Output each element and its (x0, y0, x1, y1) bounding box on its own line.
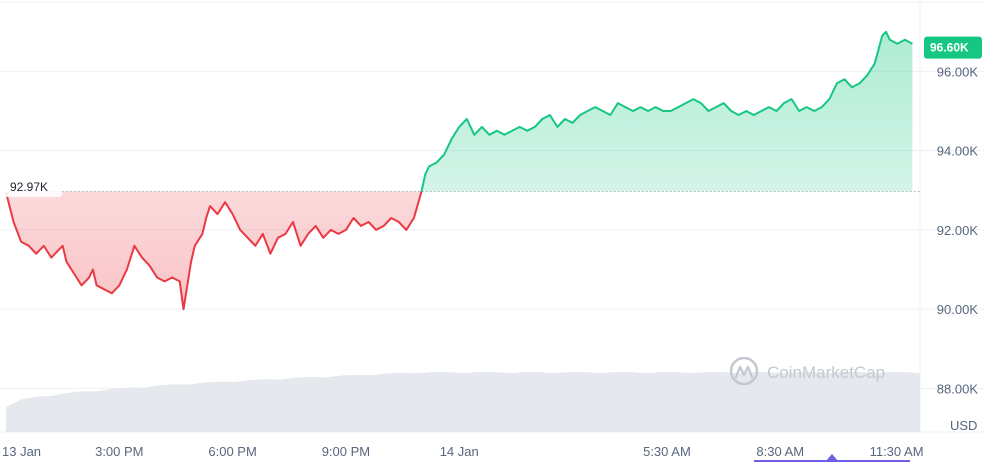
coinmarketcap-watermark: CoinMarketCap (729, 356, 885, 386)
y-axis: 88.00K 90.00K 92.00K 94.00K 96.00K (937, 64, 979, 396)
last-price-text: 96.60K (930, 41, 969, 55)
x-tick-label: 5:30 AM (643, 444, 691, 459)
price-line-above-open (420, 30, 913, 192)
scroll-handle-icon[interactable] (826, 454, 838, 461)
last-price-tag[interactable]: 96.60K (924, 36, 982, 59)
y-tick-label: 88.00K (937, 381, 979, 396)
x-tick-label: 8:30 AM (756, 444, 804, 459)
coinmarketcap-logo-icon (729, 356, 759, 386)
price-area-below-open (6, 191, 913, 310)
price-area-above-open (421, 31, 913, 192)
volume-area (6, 372, 920, 432)
y-axis-unit: USD (950, 418, 977, 433)
open-price-text: 92.97K (10, 180, 48, 194)
x-tick-label: 6:00 PM (208, 444, 256, 459)
x-axis: 13 Jan 3:00 PM 6:00 PM 9:00 PM 14 Jan 5:30 AM… (2, 444, 924, 459)
x-tick-label: 11:30 AM (870, 444, 924, 459)
x-tick-label: 3:00 PM (95, 444, 143, 459)
open-price-label: 92.97K (4, 177, 62, 197)
price-line-below-open (5, 191, 423, 311)
y-tick-label: 92.00K (937, 223, 979, 238)
x-tick-label: 9:00 PM (322, 444, 370, 459)
x-tick-label: 14 Jan (440, 444, 479, 459)
y-tick-label: 94.00K (937, 144, 979, 159)
watermark-text: CoinMarketCap (767, 363, 885, 382)
y-tick-label: 96.00K (937, 64, 979, 79)
x-tick-label: 13 Jan (2, 444, 41, 459)
y-tick-label: 90.00K (937, 302, 979, 317)
